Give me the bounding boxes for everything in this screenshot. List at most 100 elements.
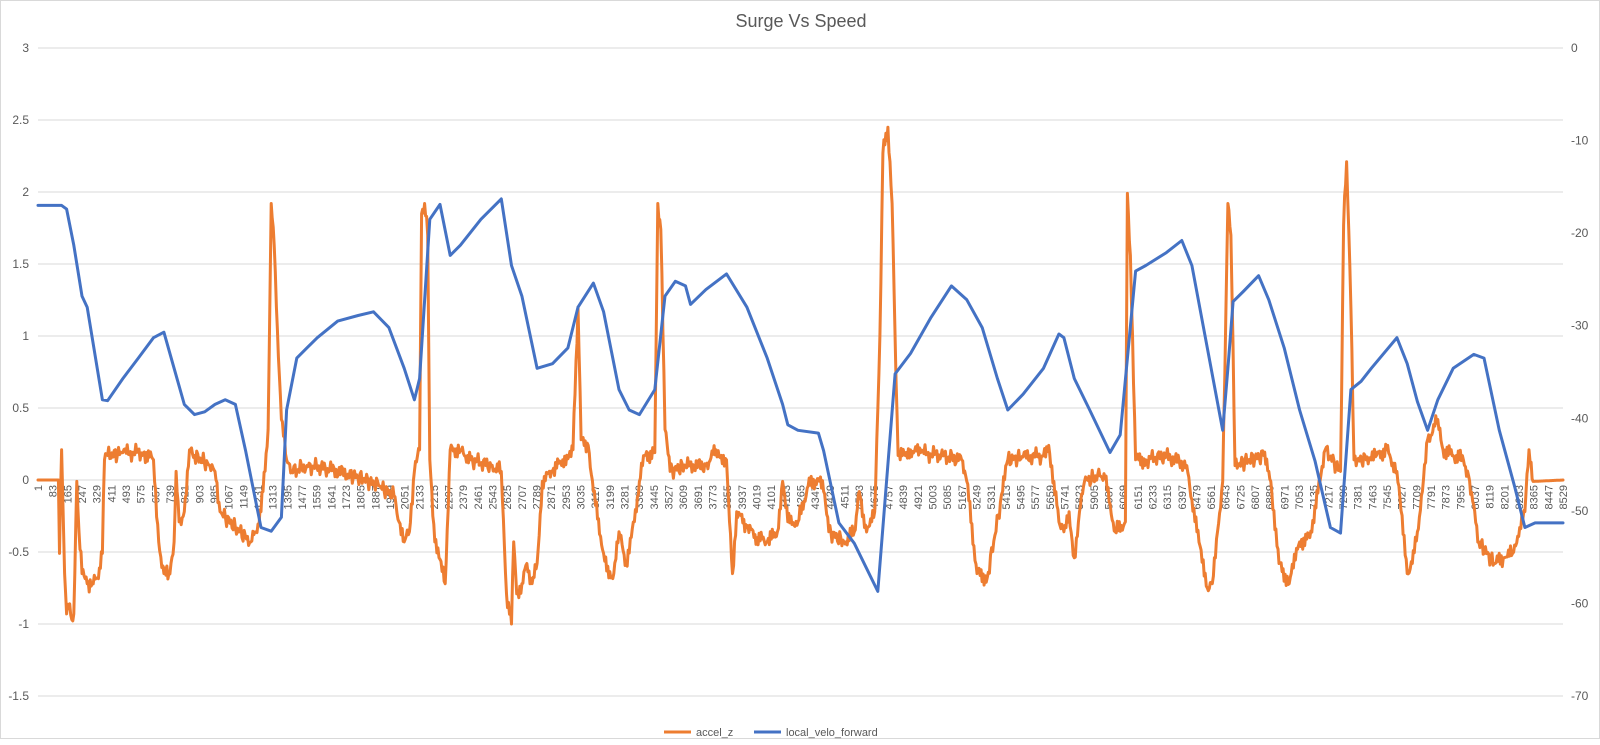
x-tick-label: 2379 [458,485,470,509]
x-tick-label: 1641 [326,485,338,509]
x-tick-label: 1887 [370,485,382,509]
x-tick-label: 247 [77,485,89,503]
x-tick-label: 165 [62,485,74,503]
x-tick-label: 83 [48,485,60,497]
left-tick-label: 3 [22,41,29,55]
x-tick-label: 4511 [839,485,851,509]
x-tick-label: 7381 [1353,485,1365,509]
legend-label-accel-z: accel_z [696,727,733,739]
legend-item-local-velo-forward[interactable]: local_velo_forward [754,727,878,739]
x-tick-label: 6971 [1279,485,1291,509]
x-tick-label: 5167 [957,485,969,509]
left-tick-label: 0 [22,473,29,487]
x-tick-label: 5003 [927,485,939,509]
x-tick-label: 6725 [1235,485,1247,509]
x-tick-label: 3937 [737,485,749,509]
x-tick-label: 2625 [502,485,514,509]
left-tick-label: -1.5 [8,689,29,703]
x-tick-label: 2133 [414,485,426,509]
x-tick-label: 5331 [986,485,998,509]
x-tick-label: 4101 [766,485,778,509]
x-tick-label: 5905 [1089,485,1101,509]
x-tick-label: 6561 [1206,485,1218,509]
x-tick-label: 6643 [1221,485,1233,509]
right-tick-label: -30 [1571,319,1589,333]
x-tick-label: 7791 [1426,485,1438,509]
x-tick-label: 6397 [1177,485,1189,509]
x-tick-label: 1 [33,485,45,491]
x-tick-label: 329 [92,485,104,503]
x-tick-label: 5495 [1015,485,1027,509]
series-line-accel-z [36,125,1565,626]
right-tick-label: -40 [1571,411,1589,425]
x-tick-label: 7463 [1367,485,1379,509]
left-tick-label: -0.5 [8,545,29,559]
x-tick-label: 3609 [678,485,690,509]
x-tick-label: 3035 [576,485,588,509]
x-tick-label: 1559 [312,485,324,509]
x-tick-label: 7217 [1323,485,1335,509]
x-tick-label: 3527 [664,485,676,509]
x-tick-label: 6151 [1133,485,1145,509]
right-axis-ticks: -70 -60 -50 -40 -30 -20 -10 0 [1571,41,1589,703]
x-tick-label: 2953 [561,485,573,509]
x-tick-label: 1067 [224,485,236,509]
x-tick-label: 1313 [268,485,280,509]
x-tick-label: 8201 [1499,485,1511,509]
left-tick-label: 1 [22,329,29,343]
x-tick-label: 5741 [1059,485,1071,509]
chart-title: Surge Vs Speed [735,11,866,31]
x-tick-label: 2461 [473,485,485,509]
series-line-local-velo-forward [36,197,1565,593]
x-tick-label: 8529 [1558,485,1570,509]
right-tick-label: 0 [1571,41,1578,55]
x-tick-label: 5577 [1030,485,1042,509]
left-tick-label: 0.5 [12,401,29,415]
x-tick-label: 1395 [282,485,294,509]
x-tick-label: 6233 [1147,485,1159,509]
legend-label-local-velo-forward: local_velo_forward [786,727,878,739]
right-tick-label: -50 [1571,504,1589,518]
x-tick-label: 8119 [1485,485,1497,509]
right-tick-label: -60 [1571,596,1589,610]
x-tick-label: 8447 [1543,485,1555,509]
legend-item-accel-z[interactable]: accel_z [664,727,733,739]
x-tick-label: 1149 [238,485,250,509]
legend: accel_z local_velo_forward [664,727,878,739]
x-tick-label: 3691 [693,485,705,509]
x-tick-label: 4839 [898,485,910,509]
x-tick-label: 7873 [1441,485,1453,509]
x-tick-label: 903 [194,485,206,503]
x-tick-label: 2871 [546,485,558,509]
x-tick-label: 5249 [971,485,983,509]
x-tick-label: 3281 [620,485,632,509]
x-tick-label: 411 [106,485,118,503]
x-tick-label: 6807 [1250,485,1262,509]
x-tick-label: 5085 [942,485,954,509]
x-tick-label: 3773 [708,485,720,509]
x-tick-label: 575 [136,485,148,503]
series-lines [36,125,1565,626]
left-tick-label: 2 [22,185,29,199]
right-tick-label: -70 [1571,689,1589,703]
x-tick-label: 8365 [1529,485,1541,509]
x-tick-label: 6315 [1162,485,1174,509]
x-tick-label: 493 [121,485,133,503]
gridlines [38,47,1563,697]
x-tick-label: 1723 [341,485,353,509]
x-tick-label: 4347 [810,485,822,509]
left-tick-label: 2.5 [12,113,29,127]
x-tick-label: 2051 [400,485,412,509]
x-tick-label: 7053 [1294,485,1306,509]
right-tick-label: -20 [1571,226,1589,240]
left-tick-label: 1.5 [12,257,29,271]
right-tick-label: -10 [1571,134,1589,148]
x-tick-label: 2543 [488,485,500,509]
x-tick-label: 7545 [1382,485,1394,509]
x-tick-label: 1477 [297,485,309,509]
x-tick-label: 2707 [517,485,529,509]
x-tick-label: 1805 [356,485,368,509]
x-tick-label: 3445 [649,485,661,509]
x-tick-label: 3199 [605,485,617,509]
